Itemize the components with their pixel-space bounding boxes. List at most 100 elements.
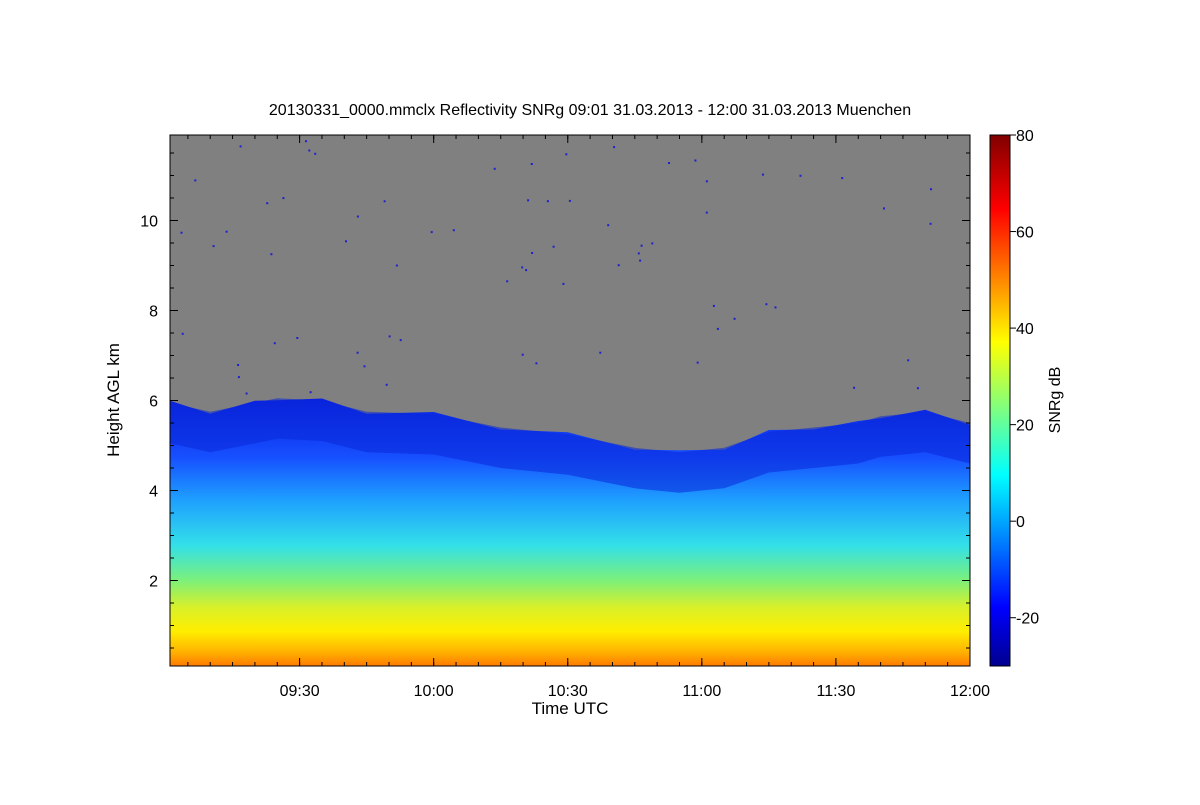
noise-dot xyxy=(733,317,736,320)
noise-dot xyxy=(296,337,299,339)
noise-dot xyxy=(521,266,524,269)
x-tick-label: 12:00 xyxy=(950,683,990,700)
plot-area xyxy=(170,135,970,666)
colorbar-tick-label: -20 xyxy=(1016,611,1039,628)
noise-dot xyxy=(525,269,528,272)
colorbar-axis: -20 0 20 40 60 80 xyxy=(1010,128,1039,628)
noise-dot xyxy=(568,199,571,202)
noise-dot xyxy=(530,163,533,165)
noise-dot xyxy=(309,391,312,394)
noise-dot xyxy=(308,149,311,152)
noise-dot xyxy=(705,180,708,183)
noise-dot xyxy=(617,264,620,267)
noise-dot xyxy=(916,387,919,390)
chart-title: 20130331_0000.mmclx Reflectivity SNRg 09… xyxy=(269,102,911,119)
noise-dots xyxy=(180,140,932,395)
noise-dot xyxy=(531,252,534,254)
colorbar-tick-label: 20 xyxy=(1016,418,1034,435)
noise-dot xyxy=(716,327,719,330)
noise-dot xyxy=(345,240,347,243)
colorbar-tick-label: 0 xyxy=(1016,514,1025,531)
noise-dot xyxy=(765,303,768,306)
noise-dot xyxy=(180,231,183,234)
x-tick-label: 11:30 xyxy=(816,683,855,700)
noise-dot xyxy=(562,282,565,285)
noise-dot xyxy=(388,335,391,338)
noise-dot xyxy=(385,383,388,386)
noise-dot xyxy=(929,222,932,225)
x-tick-label: 10:00 xyxy=(414,683,454,700)
x-axis-label: Time UTC xyxy=(532,699,609,718)
noise-dot xyxy=(546,200,549,203)
x-tick-label: 10:30 xyxy=(548,683,588,700)
noise-dot xyxy=(356,215,359,218)
noise-dot xyxy=(639,259,642,262)
noise-dot xyxy=(305,140,307,143)
noise-dot xyxy=(651,242,654,245)
noise-dot xyxy=(799,174,802,177)
x-axis: 09:30 10:00 10:30 11:00 11:30 12:00 xyxy=(187,135,990,700)
noise-dot xyxy=(181,332,184,335)
noise-dot xyxy=(399,339,402,342)
noise-dot xyxy=(245,392,248,395)
noise-dot xyxy=(237,364,240,366)
noise-dot xyxy=(237,376,240,379)
noise-dot xyxy=(521,353,524,356)
y-axis-label: Height AGL km xyxy=(104,343,123,457)
noise-dot xyxy=(696,361,699,364)
colorbar-label: SNRg dB xyxy=(1047,367,1064,434)
noise-dot xyxy=(314,152,317,155)
colorbar-tick-label: 60 xyxy=(1016,225,1034,242)
noise-dot xyxy=(266,202,269,205)
y-axis: 2 4 6 8 10 xyxy=(140,152,970,649)
noise-dot xyxy=(640,244,643,247)
noise-dot xyxy=(535,362,538,365)
noise-dot xyxy=(356,351,359,354)
noise-dot xyxy=(883,207,885,210)
colorbar-tick-label: 40 xyxy=(1016,321,1034,338)
noise-dot xyxy=(694,159,697,162)
y-tick-label: 10 xyxy=(140,214,158,231)
noise-dot xyxy=(383,200,386,203)
colorbar xyxy=(989,134,1011,667)
noise-dot xyxy=(506,280,509,283)
noise-dot xyxy=(599,351,602,354)
noise-dot xyxy=(705,211,708,214)
noise-dot xyxy=(270,253,273,256)
echo-dark-band xyxy=(170,398,970,493)
y-tick-label: 2 xyxy=(149,574,158,591)
noise-dot xyxy=(493,167,496,170)
noise-dot xyxy=(552,245,555,248)
noise-dot xyxy=(774,306,777,309)
noise-dot xyxy=(853,386,856,389)
noise-dot xyxy=(841,177,844,180)
noise-dot xyxy=(930,188,932,191)
noise-dot xyxy=(668,162,670,164)
noise-dot xyxy=(762,173,764,176)
noise-dot xyxy=(907,359,910,362)
noise-dot xyxy=(607,224,610,227)
colorbar-tick-label: 80 xyxy=(1016,128,1034,145)
x-tick-label: 09:30 xyxy=(280,683,320,700)
noise-dot xyxy=(194,179,197,182)
noise-dot xyxy=(273,342,276,345)
noise-dot xyxy=(637,252,640,255)
y-tick-label: 4 xyxy=(149,484,158,501)
noise-dot xyxy=(430,231,433,234)
noise-dot xyxy=(613,146,616,149)
noise-dot xyxy=(712,304,715,307)
x-tick-label: 11:00 xyxy=(682,683,721,700)
noise-dot xyxy=(565,153,568,156)
noise-dot xyxy=(452,229,455,232)
noise-dot xyxy=(239,145,242,148)
noise-dot xyxy=(225,230,228,233)
noise-dot xyxy=(363,365,366,368)
noise-dot xyxy=(395,264,398,267)
y-tick-label: 6 xyxy=(149,394,158,411)
y-tick-label: 8 xyxy=(149,304,158,321)
noise-dot xyxy=(527,199,530,202)
noise-dot xyxy=(282,197,285,200)
noise-dot xyxy=(212,245,215,248)
